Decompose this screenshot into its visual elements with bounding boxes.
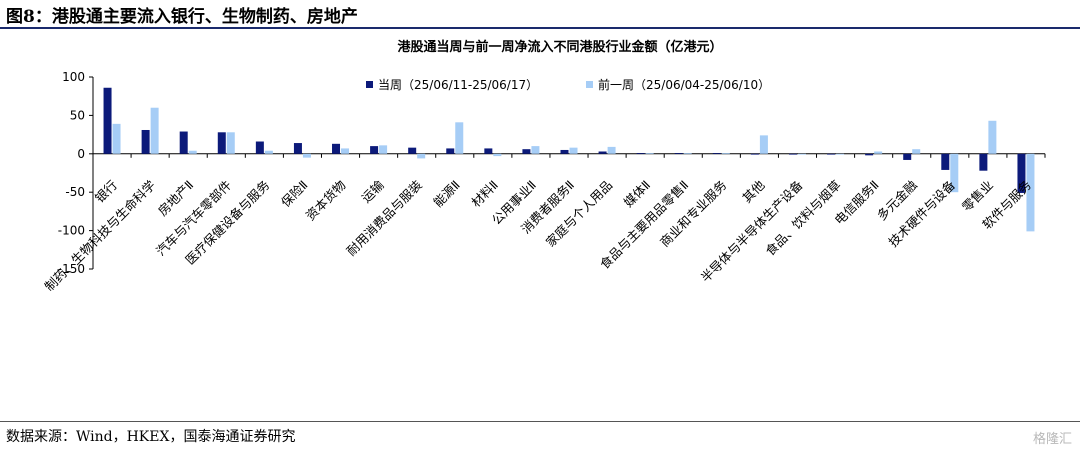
x-tick-label: 其他: [739, 177, 768, 206]
bar-current-week: [560, 149, 569, 154]
bar-previous-week: [531, 146, 540, 154]
bar-previous-week: [417, 153, 426, 159]
bar-current-week: [484, 148, 493, 154]
y-tick-label: -100: [58, 224, 85, 238]
legend-label-current: 当周（25/06/11-25/06/17）: [378, 78, 538, 92]
x-tick-label: 家庭与个人用品: [543, 177, 615, 249]
legend-swatch-previous: [586, 81, 593, 88]
bar-previous-week: [1026, 153, 1035, 232]
x-tick-label: 媒体Ⅱ: [621, 177, 654, 210]
bar-current-week: [370, 146, 379, 154]
bar-current-week: [827, 153, 836, 155]
bar-previous-week: [341, 148, 350, 154]
bar-current-week: [712, 153, 721, 154]
x-tick-label: 银行: [92, 177, 120, 205]
axes: 100 50 0 -50 -100 -150: [58, 70, 1046, 276]
x-tick-label: 能源Ⅱ: [430, 177, 463, 210]
bar-previous-week: [721, 153, 730, 154]
bar-previous-week: [569, 147, 578, 154]
bar-previous-week: [264, 150, 273, 154]
y-tick-label: 100: [62, 70, 85, 84]
bar-previous-week: [912, 149, 921, 154]
bar-current-week: [179, 131, 188, 154]
bar-previous-week: [455, 122, 464, 154]
x-tick-label: 运输: [358, 177, 387, 206]
bar-current-week: [788, 153, 797, 155]
bar-current-week: [217, 132, 226, 154]
legend-label-previous: 前一周（25/06/04-25/06/10）: [598, 77, 770, 92]
legend: 当周（25/06/11-25/06/17） 前一周（25/06/04-25/06…: [366, 77, 770, 92]
y-tick-label: -50: [65, 185, 85, 199]
bar-current-week: [408, 147, 417, 154]
source-note: 数据来源：Wind，HKEX，国泰海通证券研究: [6, 429, 296, 445]
y-tick-label: 0: [77, 147, 85, 161]
bar-previous-week: [379, 145, 388, 154]
y-tick-label: 50: [70, 108, 85, 122]
bar-previous-week: [874, 151, 883, 154]
x-tick-label: 零售业: [959, 177, 996, 214]
bar-current-week: [941, 153, 950, 170]
bar-current-week: [446, 148, 455, 154]
bar-previous-week: [112, 123, 121, 154]
bar-current-week: [979, 153, 988, 171]
bar-current-week: [103, 87, 112, 154]
bar-previous-week: [683, 153, 692, 154]
bar-previous-week: [950, 153, 959, 193]
x-tick-label: 材料Ⅱ: [468, 177, 501, 210]
bar-current-week: [332, 143, 341, 154]
bar-current-week: [750, 153, 759, 155]
top-rule: [0, 27, 1080, 29]
figure-title: 图8：港股通主要流入银行、生物制药、房地产: [6, 7, 358, 27]
bar-current-week: [598, 151, 607, 154]
x-tick-label: 商业和专业服务: [657, 177, 729, 249]
bar-current-week: [865, 153, 874, 156]
legend-swatch-current: [366, 81, 373, 88]
bar-current-week: [141, 129, 150, 154]
watermark-logo: 格隆汇: [1032, 432, 1072, 447]
bar-current-week: [293, 143, 302, 154]
x-tick-label: 资本货物: [303, 177, 349, 223]
bar-current-week: [674, 153, 683, 154]
bar-previous-week: [226, 132, 235, 154]
chart-title: 港股通当周与前一周净流入不同港股行业金额（亿港元）: [397, 39, 722, 55]
x-tick-label: 技术硬件与设备: [885, 177, 958, 250]
bar-previous-week: [988, 120, 997, 154]
bar-previous-week: [759, 135, 768, 154]
bar-current-week: [903, 153, 912, 160]
bar-current-week: [636, 153, 645, 154]
y-tick-label: -150: [58, 262, 85, 276]
bottom-rule: [0, 421, 1080, 422]
bar-previous-week: [797, 153, 806, 155]
bar-current-week: [1017, 153, 1026, 193]
x-tick-label: 保险Ⅱ: [278, 177, 311, 210]
bar-previous-week: [302, 153, 311, 158]
bar-previous-week: [836, 153, 845, 155]
bar-previous-week: [493, 153, 502, 157]
bar-previous-week: [645, 153, 654, 154]
bar-current-week: [522, 149, 531, 154]
bar-chart: 港股通当周与前一周净流入不同港股行业金额（亿港元） 100 50 0 -50 -100 -…: [42, 39, 1046, 294]
bars: [103, 87, 1035, 232]
bar-previous-week: [188, 150, 197, 154]
bar-current-week: [255, 141, 264, 154]
bar-previous-week: [150, 107, 159, 154]
bar-previous-week: [607, 146, 616, 154]
